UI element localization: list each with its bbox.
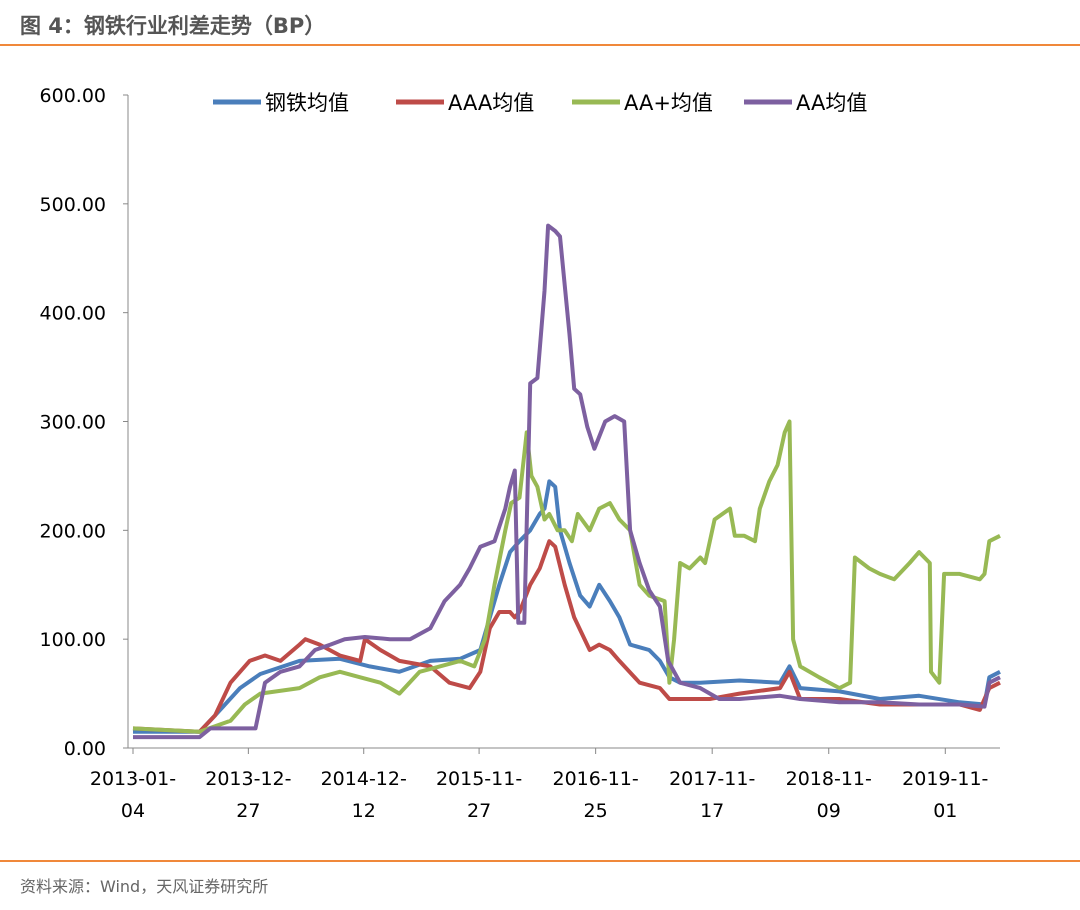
x-tick-label-line2: 01 bbox=[933, 800, 957, 822]
series-lines bbox=[132, 223, 1001, 740]
x-tick-label-line1: 2014-12- bbox=[321, 768, 407, 790]
x-tick-label-line1: 2013-01- bbox=[90, 768, 176, 790]
x-tick-label-line1: 2013-12- bbox=[205, 768, 291, 790]
x-tick-label-line2: 25 bbox=[584, 800, 608, 822]
x-tick-label-line1: 2018-11- bbox=[786, 768, 872, 790]
x-tick-label: 2016-11- 25 bbox=[553, 768, 639, 822]
y-axis: 0.00 100.00 200.00 300.00 400.00 500.00 600.00 bbox=[40, 85, 129, 760]
x-tick-label-line1: 2016-11- bbox=[553, 768, 639, 790]
x-tick-label-line2: 04 bbox=[121, 800, 145, 822]
legend: 钢铁均值 AAA均值 AA+均值 AA均值 bbox=[213, 91, 867, 115]
y-tick-label: 300.00 bbox=[40, 412, 106, 434]
y-tick-label: 600.00 bbox=[40, 85, 106, 107]
series-line-1 bbox=[132, 539, 1001, 734]
x-tick-label-line2: 17 bbox=[700, 800, 724, 822]
y-tick-label: 100.00 bbox=[40, 629, 106, 651]
x-tick-label: 2013-01- 04 bbox=[90, 768, 176, 822]
x-tick-label-line2: 27 bbox=[467, 800, 491, 822]
footer-divider bbox=[0, 860, 1080, 862]
legend-label-3: AA均值 bbox=[796, 91, 867, 115]
x-tick-label: 2018-11- 09 bbox=[786, 768, 872, 822]
source-note: 资料来源：Wind，天风证券研究所 bbox=[20, 877, 269, 896]
x-tick-label-line1: 2017-11- bbox=[669, 768, 755, 790]
series-line-3 bbox=[133, 223, 1001, 740]
x-tick-label: 2014-12- 12 bbox=[321, 768, 407, 822]
x-tick-label-line2: 09 bbox=[817, 800, 841, 822]
x-axis: 2013-01- 04 2013-12- 27 2014-12- 12 2015-11- 27… bbox=[90, 747, 1000, 822]
x-tick-label: 2013-12- 27 bbox=[205, 768, 291, 822]
x-tick-label-line1: 2019-11- bbox=[902, 768, 988, 790]
legend-label-0: 钢铁均值 bbox=[265, 91, 349, 115]
x-tick-label-line1: 2015-11- bbox=[436, 768, 522, 790]
x-tick-label-line2: 27 bbox=[236, 800, 260, 822]
y-tick-label: 400.00 bbox=[40, 303, 106, 325]
legend-label-1: AAA均值 bbox=[448, 91, 534, 115]
y-tick-label: 500.00 bbox=[40, 194, 106, 216]
y-tick-label: 200.00 bbox=[40, 520, 106, 542]
series-line-0 bbox=[133, 479, 1001, 734]
x-tick-label: 2019-11- 01 bbox=[902, 768, 988, 822]
title-divider bbox=[0, 44, 1080, 46]
x-tick-label: 2015-11- 27 bbox=[436, 768, 522, 822]
series-line-2 bbox=[132, 419, 1001, 734]
chart-title: 图 4：钢铁行业利差走势（BP） bbox=[20, 14, 326, 38]
legend-label-2: AA+均值 bbox=[624, 91, 713, 115]
x-tick-label: 2017-11- 17 bbox=[669, 768, 755, 822]
x-tick-label-line2: 12 bbox=[352, 800, 376, 822]
y-tick-label: 0.00 bbox=[64, 738, 106, 760]
